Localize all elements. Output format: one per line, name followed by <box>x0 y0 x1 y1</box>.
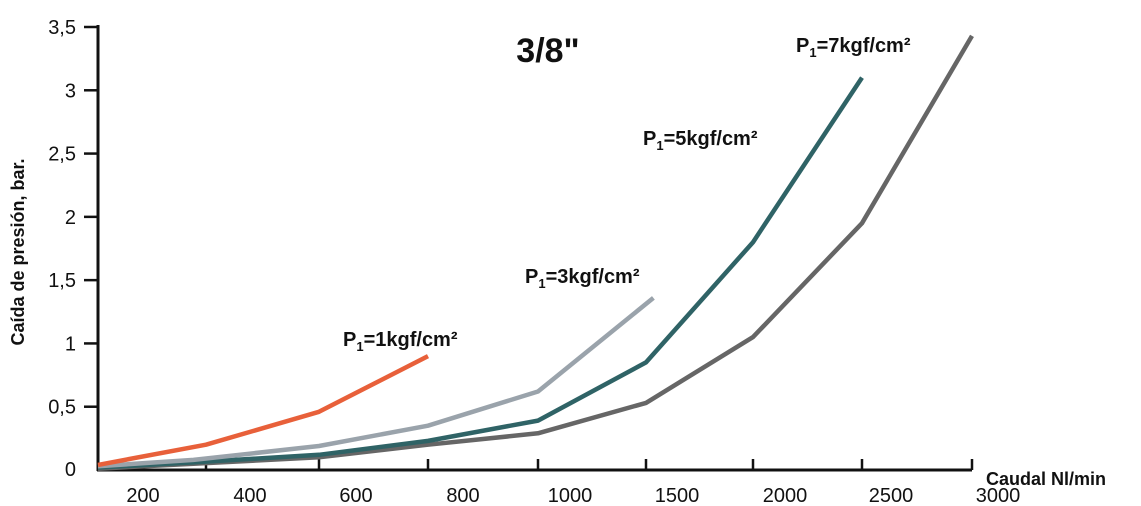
series-labels: P1=1kgf/cm² P1=3kgf/cm² P1=5kgf/cm² P1=7kgf… <box>343 35 911 354</box>
series-label: P1=3kgf/cm² <box>525 266 640 291</box>
x-tick-label: 1500 <box>655 485 700 506</box>
series-line <box>97 354 430 468</box>
y-tick-label: 1 <box>65 333 76 355</box>
y-tick-label: 3,5 <box>48 17 76 39</box>
series-line <box>97 76 864 470</box>
series-line <box>97 296 655 469</box>
series-label: P1=5kgf/cm² <box>643 128 758 153</box>
x-tick-label: 2500 <box>869 485 914 506</box>
y-tick-label: 0,5 <box>48 397 76 419</box>
x-tick-label: 400 <box>233 485 266 506</box>
chart-title: 3/8" <box>516 32 579 70</box>
y-tick-label: 2 <box>65 207 76 229</box>
y-tick-label: 3 <box>65 80 76 102</box>
x-tick-label: 200 <box>126 485 159 506</box>
y-axis-label: Caída de presión, bar. <box>8 158 28 345</box>
series-label: P1=7kgf/cm² <box>796 35 911 60</box>
series-label: P1=1kgf/cm² <box>343 329 458 354</box>
x-axis-label: Caudal Nl/min <box>986 469 1106 489</box>
x-tick-label: 1000 <box>548 485 593 506</box>
x-tick-label: 800 <box>446 485 479 506</box>
x-tick-label: 3000 <box>976 485 1021 506</box>
series-lines <box>97 34 974 471</box>
axes: 0 0,5 1 1,5 2 2,5 3 3,5 200 400 600 800 1000 1500 2000… <box>48 17 1020 506</box>
series-line <box>97 34 974 471</box>
y-tick-label: 0 <box>65 459 76 481</box>
x-tick-label: 2000 <box>763 485 808 506</box>
x-tick-label: 600 <box>339 485 372 506</box>
y-tick-label: 2,5 <box>48 144 76 166</box>
y-tick-label: 1,5 <box>48 270 76 292</box>
